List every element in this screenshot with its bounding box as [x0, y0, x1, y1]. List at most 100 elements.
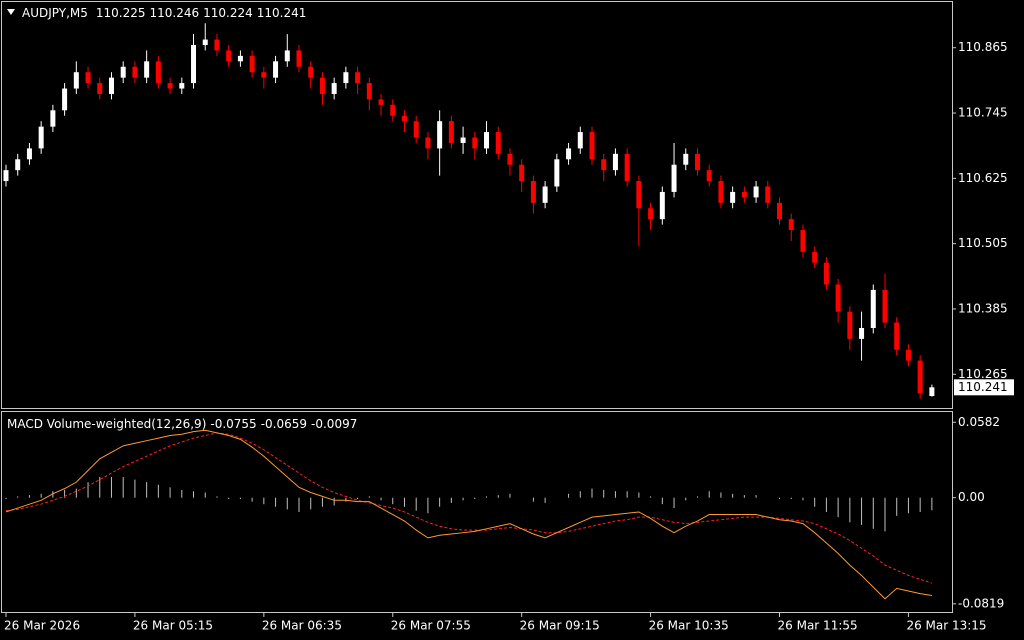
- candle-body: [437, 121, 443, 149]
- candle-body: [214, 39, 220, 51]
- y-tick-label: 110.505: [958, 236, 1008, 250]
- candle-body: [554, 159, 560, 187]
- low-value: 110.224: [203, 6, 253, 20]
- candle-body: [694, 153, 700, 171]
- candle-body: [577, 132, 583, 149]
- candle-body: [530, 181, 536, 203]
- candle-body: [894, 322, 900, 350]
- y-tick-label: 110.625: [958, 171, 1008, 185]
- candle-body: [683, 153, 689, 165]
- candle-body: [917, 360, 923, 394]
- y-tick-label: 110.265: [958, 367, 1008, 381]
- macd-line: [5, 429, 932, 600]
- candle-body: [249, 55, 255, 73]
- candle-body: [62, 88, 68, 111]
- candle-body: [284, 50, 290, 62]
- candle-body: [741, 191, 747, 198]
- signal-value: -0.0659: [261, 417, 307, 431]
- indicator-label: MACD Volume-weighted(12,26,9): [7, 417, 206, 431]
- candle-body: [484, 132, 490, 149]
- candle-body: [542, 186, 548, 203]
- y-tick-label: 0.0582: [958, 415, 1000, 429]
- histogram-value: -0.0097: [311, 417, 357, 431]
- candle-body: [237, 55, 243, 62]
- x-tick-label: 26 Mar 05:15: [133, 619, 213, 633]
- candle-body: [191, 44, 197, 84]
- candle-body: [495, 132, 501, 154]
- candle-body: [648, 208, 654, 220]
- candle-body: [179, 83, 185, 89]
- candle-body: [460, 137, 466, 143]
- current-price-box: [954, 379, 1014, 396]
- candle-body: [202, 39, 208, 45]
- candle-body: [155, 61, 161, 84]
- candle-body: [85, 72, 91, 84]
- candle-body: [144, 61, 150, 78]
- candle-body: [777, 202, 783, 220]
- y-tick-label: 110.385: [958, 301, 1008, 315]
- candle-body: [812, 251, 818, 263]
- candle-body: [718, 181, 724, 203]
- candle-body: [120, 66, 126, 78]
- candle-body: [566, 148, 572, 160]
- candle-body: [659, 191, 665, 220]
- indicator-header: MACD Volume-weighted(12,26,9) -0.0755 -0.0…: [7, 417, 357, 431]
- candle-body: [413, 121, 419, 138]
- candle-body: [882, 289, 888, 323]
- open-value: 110.225: [96, 6, 146, 20]
- candle-body: [401, 115, 407, 122]
- candle-body: [355, 72, 361, 84]
- candle-body: [519, 164, 525, 182]
- price-header: AUDJPY,M5 110.225 110.246 110.224 110.241: [22, 6, 306, 20]
- x-tick-label: 26 Mar 06:35: [262, 619, 342, 633]
- candle-body: [507, 153, 513, 165]
- candle-body: [929, 387, 935, 397]
- candle-body: [425, 137, 431, 149]
- candle-body: [612, 153, 618, 171]
- candle-body: [788, 219, 794, 231]
- x-tick-label: 26 Mar 07:55: [391, 619, 471, 633]
- candle-body: [472, 137, 478, 149]
- candle-body: [589, 132, 595, 160]
- candle-body: [26, 148, 32, 160]
- candle-body: [636, 181, 642, 209]
- candle-body: [800, 230, 806, 252]
- candle-body: [296, 50, 302, 67]
- symbol-label: AUDJPY,M5: [22, 6, 88, 20]
- candle-body: [378, 99, 384, 105]
- candle-body: [847, 311, 853, 339]
- high-value: 110.246: [150, 6, 200, 20]
- candle-body: [765, 186, 771, 203]
- candle-body: [50, 110, 56, 127]
- macd-value: -0.0755: [210, 417, 256, 431]
- y-tick-label: 110.745: [958, 106, 1008, 120]
- candle-body: [38, 126, 44, 149]
- candle-body: [448, 121, 454, 143]
- candle-body: [15, 159, 21, 171]
- y-tick-label: 0.00: [958, 490, 985, 504]
- candle-body: [859, 327, 865, 339]
- candle-body: [331, 83, 337, 94]
- candle-body: [167, 83, 173, 89]
- y-tick-label: -0.0819: [958, 596, 1004, 610]
- candle-body: [3, 170, 9, 182]
- symbol-menu-arrow[interactable]: [7, 9, 15, 15]
- x-tick-label: 26 Mar 11:55: [778, 619, 858, 633]
- signal-line: [5, 432, 933, 584]
- candle-body: [905, 349, 911, 361]
- x-tick-label: 26 Mar 2026: [4, 619, 80, 633]
- candle-body: [671, 164, 677, 192]
- candle-body: [319, 77, 325, 94]
- candle-body: [823, 262, 829, 285]
- candle-body: [308, 66, 314, 78]
- candle-body: [97, 83, 103, 94]
- candle-body: [73, 72, 79, 89]
- candle-body: [226, 50, 232, 62]
- candle-body: [835, 284, 841, 312]
- indicator-panel: [1, 411, 953, 613]
- candle-body: [132, 66, 138, 78]
- candle-body: [706, 170, 712, 182]
- candle-body: [261, 72, 267, 78]
